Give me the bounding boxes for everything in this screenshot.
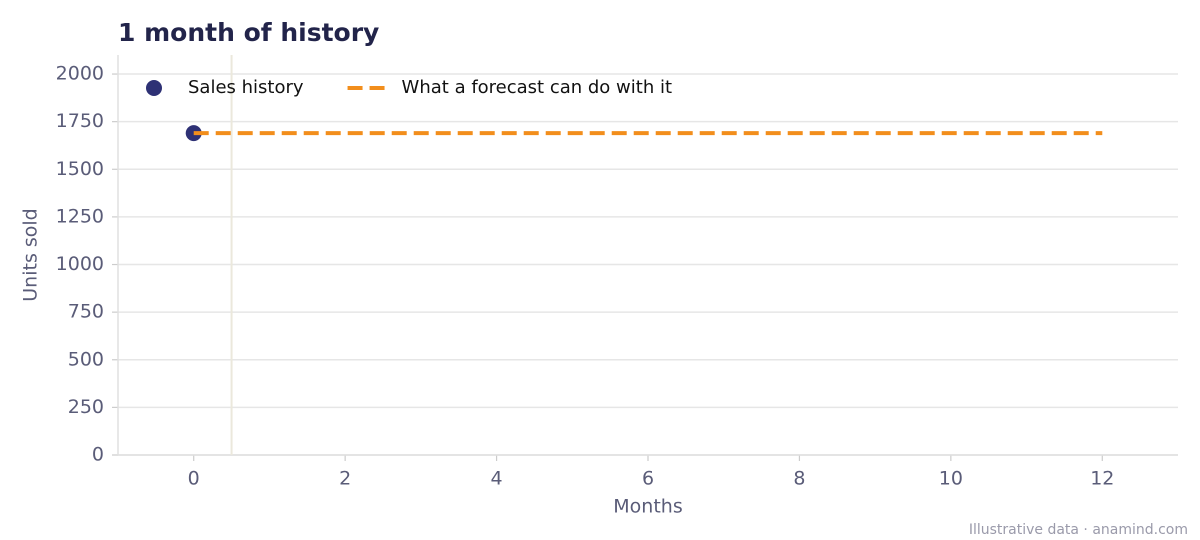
legend-label: Sales history — [188, 77, 304, 98]
y-tick-label: 750 — [68, 301, 104, 323]
x-tick-label: 2 — [339, 468, 351, 490]
y-tick-label: 1500 — [56, 158, 104, 180]
y-axis-label: Units sold — [20, 208, 42, 301]
x-tick-label: 6 — [642, 468, 654, 490]
x-tick-label: 8 — [793, 468, 805, 490]
x-tick-label: 10 — [939, 468, 963, 490]
x-tick-label: 0 — [188, 468, 200, 490]
legend-label: What a forecast can do with it — [402, 77, 672, 98]
y-tick-label: 1000 — [56, 253, 104, 275]
x-axis-label: Months — [613, 496, 682, 518]
footnote: Illustrative data · anamind.com — [969, 522, 1188, 538]
y-tick-label: 500 — [68, 348, 104, 370]
x-tick-label: 12 — [1090, 468, 1114, 490]
chart-title: 1 month of history — [118, 18, 379, 47]
x-tick-label: 4 — [491, 468, 503, 490]
y-tick-label: 0 — [92, 444, 104, 466]
y-tick-label: 1750 — [56, 110, 104, 132]
y-tick-label: 2000 — [56, 63, 104, 85]
y-tick-label: 250 — [68, 396, 104, 418]
y-tick-label: 1250 — [56, 205, 104, 227]
legend-marker — [146, 80, 162, 96]
